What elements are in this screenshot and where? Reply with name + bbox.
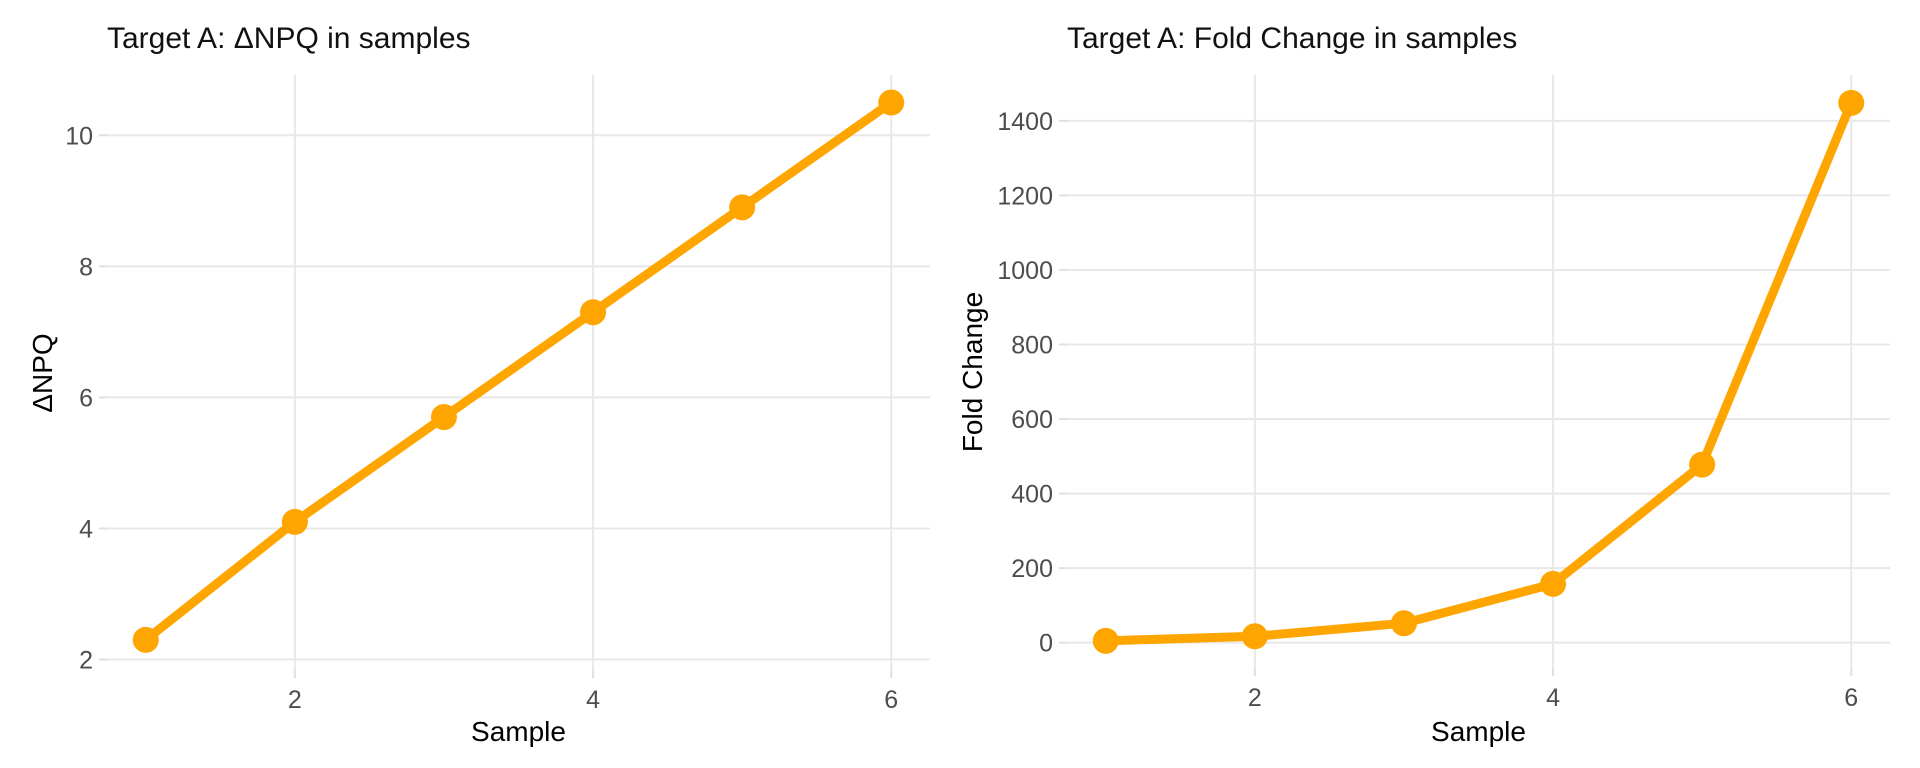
right-chart-title: Target A: Fold Change in samples: [1067, 22, 1518, 55]
data-point: [729, 194, 756, 221]
y-tick-label: 1400: [997, 108, 1053, 136]
data-point: [1241, 623, 1268, 650]
left-x-axis-label: Sample: [471, 716, 566, 747]
right-x-axis-label: Sample: [1431, 716, 1526, 747]
x-tick-label: 2: [288, 686, 302, 714]
y-tick-label: 1200: [997, 182, 1053, 210]
data-line: [1101, 98, 1856, 646]
y-tick-label: 400: [1011, 481, 1053, 509]
y-tick-label: 4: [79, 515, 93, 543]
left-chart-title: Target A: ΔNPQ in samples: [107, 22, 471, 55]
y-tick-label: 10: [65, 122, 93, 150]
y-tick-label: 2: [79, 647, 93, 675]
data-point: [1092, 627, 1119, 654]
data-point: [281, 508, 308, 535]
y-tick-label: 6: [79, 384, 93, 412]
data-point: [878, 89, 905, 116]
y-tick-label: 8: [79, 253, 93, 281]
y-tick-label: 800: [1011, 331, 1053, 359]
data-point: [430, 404, 457, 431]
x-tick-label: 6: [1844, 684, 1858, 712]
y-tick-label: 1000: [997, 257, 1053, 285]
data-point: [580, 299, 607, 326]
x-tick-label: 2: [1248, 684, 1262, 712]
x-tick-label: 4: [1546, 684, 1560, 712]
data-point: [1390, 610, 1417, 637]
y-tick-label: 600: [1011, 406, 1053, 434]
y-tick-label: 200: [1011, 555, 1053, 583]
x-tick-label: 4: [586, 686, 600, 714]
left-y-axis-label: ΔNPQ: [27, 332, 58, 413]
data-line: [141, 98, 896, 645]
data-point: [1540, 570, 1567, 597]
x-tick-label: 6: [884, 686, 898, 714]
data-point: [132, 626, 159, 653]
data-point: [1838, 89, 1865, 116]
y-tick-label: 0: [1039, 630, 1053, 658]
data-point: [1689, 451, 1716, 478]
right-y-axis-label: Fold Change: [957, 291, 988, 452]
